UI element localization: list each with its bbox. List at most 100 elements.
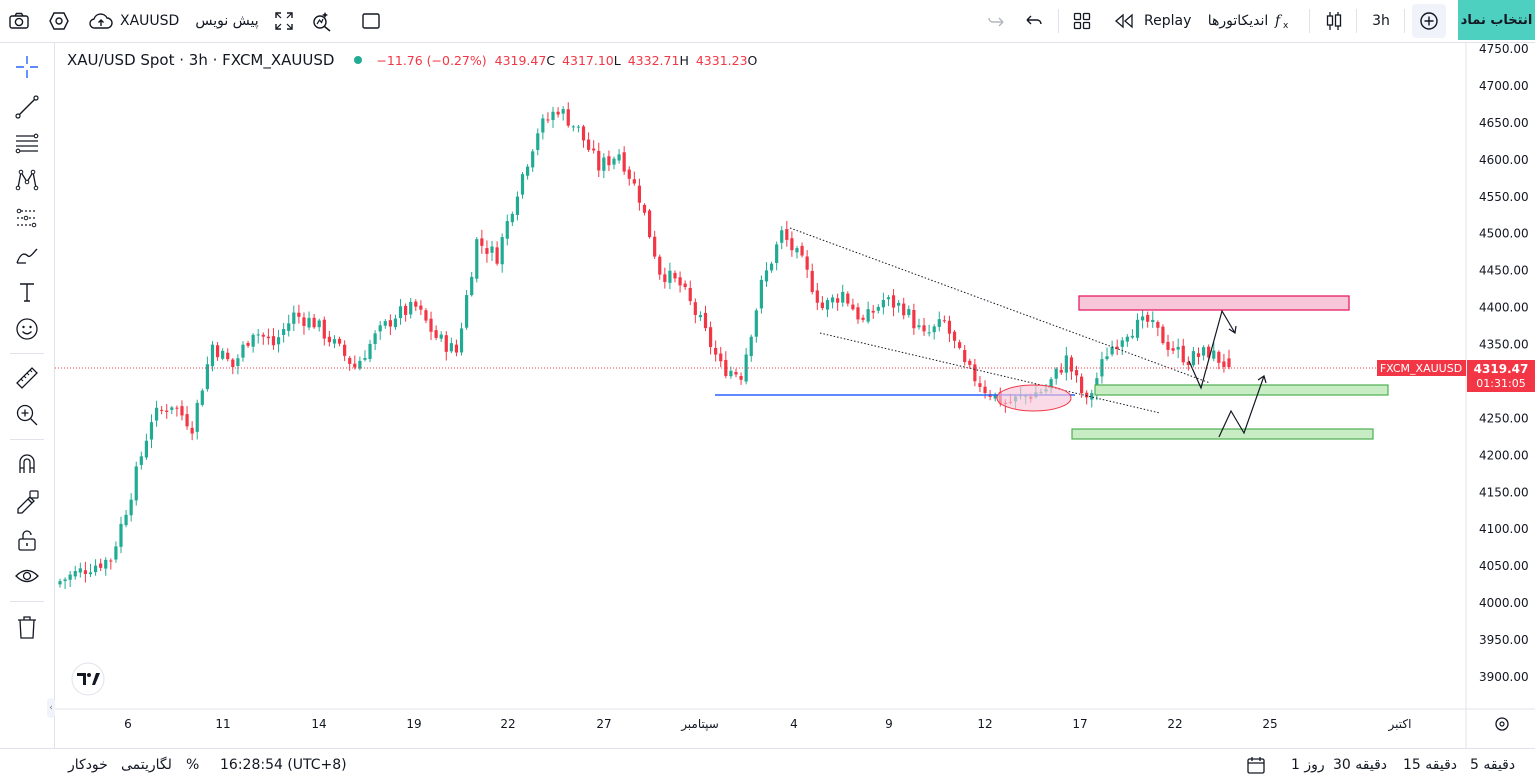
candle-body [419,305,423,310]
auto-scale-button[interactable]: خودکار [68,756,108,773]
emoji-icon[interactable] [9,313,45,345]
candle-body [693,302,697,315]
candle-body [668,270,672,283]
candle-body [612,158,616,165]
candles-icon[interactable] [1322,0,1346,42]
candle-body [1049,379,1053,388]
drawings [55,227,1466,440]
fullscreen-icon[interactable] [271,0,297,42]
price-tick-label: 4150.00 [1479,485,1529,499]
collapse-toolbar-handle[interactable]: ‹ [47,698,55,718]
crosshair-icon[interactable] [9,51,45,83]
candle-body [749,336,753,357]
candle-body [907,309,911,316]
candle-body [246,343,250,346]
candle-body [902,303,906,316]
camera-icon[interactable] [4,0,34,42]
range-1d[interactable]: 1 روز [1291,756,1325,773]
candle-body [1151,319,1155,323]
price-tick-label: 4100.00 [1479,522,1529,536]
range-5m[interactable]: 5 دقیقه [1470,756,1516,773]
legend-change: −11.76 (−0.27%) [376,52,487,68]
projection-arrow-down-up[interactable] [1218,375,1265,438]
publish-draft-button[interactable]: XAUUSD پیش نویس [120,0,260,42]
price-tick-label: 4450.00 [1479,264,1529,278]
candle-body [536,133,540,150]
layout-square-icon[interactable] [358,0,384,42]
analysis-search-icon[interactable] [309,0,335,42]
eye-icon[interactable] [9,560,45,592]
price-tick-label: 4250.00 [1479,411,1529,425]
lock-pencil-icon[interactable] [9,486,45,518]
calendar-goto-icon[interactable] [1246,749,1266,780]
log-scale-button[interactable]: لگاریتمی [121,756,172,773]
redo-icon[interactable] [984,0,1008,42]
interval-button[interactable]: 3h [1364,0,1398,42]
projection-arrow-up[interactable] [1188,309,1236,390]
candle-body [851,304,855,310]
compare-add-icon[interactable] [1412,4,1446,38]
fib-lines-icon[interactable] [9,128,45,160]
candle-body [820,302,824,309]
zoom-in-icon[interactable] [9,399,45,431]
undo-icon[interactable] [1022,0,1046,42]
candle-body [195,402,199,432]
candle-body [775,244,779,263]
candle-body [592,148,596,151]
layouts-grid-icon[interactable] [1070,0,1094,42]
candle-body [790,238,794,251]
range-30m[interactable]: 30 دقیقه [1333,756,1388,773]
market-status-dot[interactable] [354,56,363,64]
replay-button[interactable]: Replay [1112,0,1194,42]
symbol-tag-text: FXCM_XAUUSD [1380,362,1462,375]
candle-body [475,239,479,279]
candle-body [1120,340,1124,347]
bar-countdown: 01:31:05 [1476,377,1525,390]
channel-lower-line[interactable] [819,332,1161,414]
ruler-icon[interactable] [9,362,45,394]
price-chart[interactable]: 4750.00 4700.00 4650.00 4600.00 4550.00 4500.… [55,42,1535,748]
tradingview-logo-icon[interactable] [71,662,105,696]
brush-icon[interactable] [9,239,45,271]
candle-body [607,156,611,166]
candle-body [846,293,850,304]
candle-body [175,407,179,409]
highlight-ellipse[interactable] [996,384,1072,412]
candle-body [1085,392,1089,398]
text-tool-icon[interactable] [9,276,45,308]
clock-timezone[interactable]: 16:28:54 (UTC+8) [220,756,347,773]
trash-icon[interactable] [9,611,45,643]
resistance-zone[interactable] [1078,295,1350,311]
candle-body [424,310,428,321]
candle-body [1100,359,1104,377]
candle-body [109,560,113,562]
candle-body [708,327,713,348]
chart-area[interactable]: 4750.00 4700.00 4650.00 4600.00 4550.00 4500.… [55,42,1535,748]
svg-text:x: x [1283,21,1289,30]
pattern-icon[interactable] [9,164,45,196]
settings-hex-icon[interactable] [44,0,74,42]
time-tick-label: 11 [215,717,230,731]
legend-title[interactable]: XAU/USD Spot · 3h · FXCM_XAUUSD [67,51,335,69]
candle-body [627,169,631,179]
channel-upper-line[interactable] [789,227,1211,384]
candle-body [470,276,474,296]
candle-body [1135,319,1140,338]
forecast-icon[interactable] [9,202,45,234]
chart-settings-icon[interactable] [1495,717,1509,731]
cloud-upload-icon[interactable] [86,0,116,42]
magnet-icon[interactable] [9,448,45,480]
support-zone-upper[interactable] [1094,384,1389,396]
trend-line-icon[interactable] [9,91,45,123]
price-tick-label: 4750.00 [1479,43,1529,56]
candle-body [88,572,93,575]
last-price-tag [1467,360,1535,392]
symbol-search-button[interactable]: انتخاب نماد [1458,0,1535,40]
unlock-icon[interactable] [9,524,45,556]
range-15m[interactable]: 15 دقیقه [1403,756,1458,773]
candle-body [739,375,743,380]
percent-scale-button[interactable]: % [186,756,200,773]
candle-body [383,321,387,326]
candle-body [1176,346,1180,350]
